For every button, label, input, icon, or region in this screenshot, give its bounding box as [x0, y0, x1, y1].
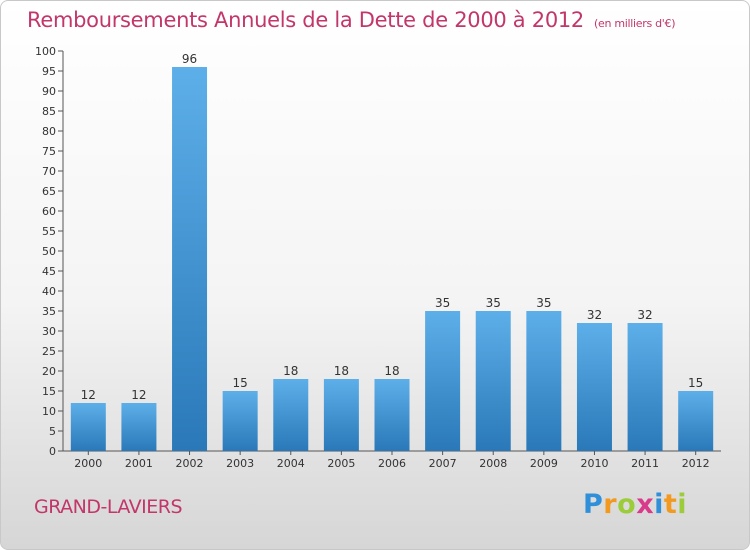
y-axis: 0 5 10 15 20 25 30 35 40 45 50 55 60 65 70 75 80 85 90 95 10…	[35, 45, 64, 458]
x-tick-label: 2004	[277, 457, 305, 470]
bar-2002	[172, 67, 208, 451]
bar-2012	[678, 391, 714, 451]
bar-value-label: 18	[384, 364, 399, 378]
x-tick-label: 2001	[125, 457, 153, 470]
bar-value-label: 35	[435, 296, 450, 310]
y-tick-label: 65	[42, 185, 56, 198]
x-tick-label: 2010	[580, 457, 608, 470]
bar-2009	[526, 311, 562, 451]
y-tick-label: 80	[42, 125, 56, 138]
y-tick-label: 40	[42, 285, 56, 298]
y-tick-label: 30	[42, 325, 56, 338]
logo-letter: i	[677, 489, 688, 520]
y-tick-label: 45	[42, 265, 56, 278]
bar-2004	[273, 379, 309, 451]
y-tick-label: 75	[42, 145, 56, 158]
bar-value-label: 32	[587, 308, 602, 322]
bar-value-label: 18	[334, 364, 349, 378]
x-tick-label: 2002	[176, 457, 204, 470]
y-tick-label: 35	[42, 305, 56, 318]
x-tick-label: 2008	[479, 457, 507, 470]
logo-letter: t	[663, 489, 678, 520]
y-tick-label: 50	[42, 245, 56, 258]
bar-value-label: 12	[81, 388, 96, 402]
bar-2010	[576, 323, 612, 451]
bar-2003	[222, 391, 258, 451]
bar-value-label: 15	[233, 376, 248, 390]
x-tick-label: 2005	[327, 457, 355, 470]
bar-value-label: 12	[131, 388, 146, 402]
logo-letter: r	[603, 489, 618, 520]
x-tick-label: 2006	[378, 457, 406, 470]
bar-2005	[323, 379, 359, 451]
y-tick-label: 90	[42, 85, 56, 98]
y-tick-label: 85	[42, 105, 56, 118]
bar-2008	[475, 311, 511, 451]
x-tick-label: 2011	[631, 457, 659, 470]
logo-letter: i	[654, 489, 664, 520]
bar-value-label: 32	[637, 308, 652, 322]
bar-value-label: 35	[486, 296, 501, 310]
logo-letter: o	[617, 489, 637, 520]
bar-2001	[121, 403, 157, 451]
y-tick-label: 25	[42, 345, 56, 358]
bar-2006	[374, 379, 410, 451]
x-tick-label: 2007	[429, 457, 457, 470]
x-tick-label: 2012	[682, 457, 710, 470]
y-tick-label: 15	[42, 385, 56, 398]
x-tick-label: 2003	[226, 457, 254, 470]
y-tick-label: 95	[42, 65, 56, 78]
x-tick-label: 2000	[74, 457, 102, 470]
y-tick-label: 0	[49, 445, 56, 458]
place-name: GRAND-LAVIERS	[34, 496, 183, 518]
y-tick-label: 55	[42, 225, 56, 238]
bar-value-label: 96	[182, 52, 197, 66]
logo-letter: P	[583, 489, 604, 520]
y-tick-label: 70	[42, 165, 56, 178]
proxiti-logo: Proxiti	[583, 489, 687, 520]
chart-subtitle: (en milliers d'€)	[594, 17, 676, 30]
logo-letter: x	[636, 489, 655, 520]
x-axis: 2000 2001 2002 2003 2004 2005 2006 2007 2008 2009…	[63, 450, 721, 470]
y-tick-label: 20	[42, 365, 56, 378]
bar-value-label: 35	[536, 296, 551, 310]
chart-title-text: Remboursements Annuels de la Dette de 20…	[27, 8, 584, 32]
x-tick-label: 2009	[530, 457, 558, 470]
y-tick-label: 10	[42, 405, 56, 418]
chart-title: Remboursements Annuels de la Dette de 20…	[27, 8, 675, 32]
y-tick-label: 5	[49, 425, 56, 438]
bars: 12 12 96 15 18 18 18 35 35 35 32 32 15	[70, 52, 714, 451]
y-tick-label: 100	[35, 45, 56, 58]
bar-2000	[70, 403, 106, 451]
bar-value-label: 18	[283, 364, 298, 378]
bar-2011	[627, 323, 663, 451]
bar-value-label: 15	[688, 376, 703, 390]
y-tick-label: 60	[42, 205, 56, 218]
bar-2007	[425, 311, 461, 451]
